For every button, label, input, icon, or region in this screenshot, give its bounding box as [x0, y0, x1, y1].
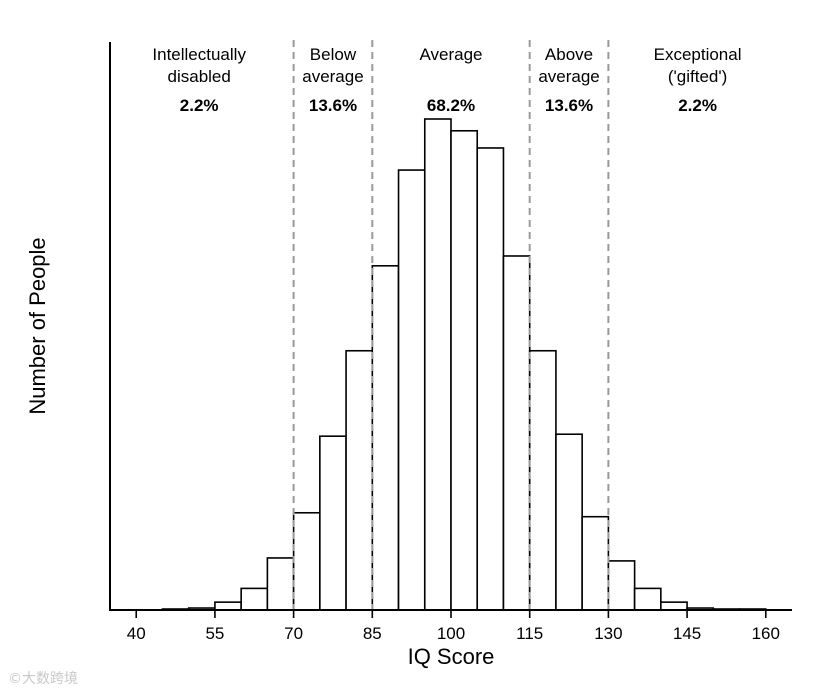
x-tick-label: 85 [363, 624, 382, 643]
category-label: average [302, 67, 363, 86]
x-tick-label: 55 [205, 624, 224, 643]
histogram-bar [240, 587, 269, 611]
category-boundary-lines [292, 40, 610, 610]
category-percent: 68.2% [427, 96, 475, 115]
x-tick-label: 100 [437, 624, 465, 643]
histogram-bar [555, 433, 583, 611]
x-axis-ticks: 40 55 70 85 100 115 130 145 160 [127, 610, 780, 643]
histogram-bar [476, 147, 505, 611]
histogram-bar [502, 255, 531, 611]
category-label: disabled [168, 67, 231, 86]
category-percent: 13.6% [545, 96, 593, 115]
x-tick-label: 130 [594, 624, 622, 643]
category-label: Below [310, 45, 357, 64]
category-percent: 2.2% [180, 96, 219, 115]
x-tick-label: 70 [284, 624, 303, 643]
x-tick-label: 40 [127, 624, 146, 643]
histogram-bar [214, 601, 242, 611]
x-axis-label: IQ Score [408, 644, 495, 669]
category-label: average [538, 67, 599, 86]
histogram-bar [319, 435, 347, 611]
histogram-bar [423, 118, 452, 611]
category-label: Average [419, 45, 482, 64]
histogram-bar [581, 515, 610, 611]
category-label: ('gifted') [668, 67, 727, 86]
histogram-bar [528, 349, 557, 611]
y-axis-label: Number of People [25, 237, 50, 414]
x-tick-label: 160 [752, 624, 780, 643]
x-tick-label: 115 [516, 624, 543, 643]
category-percent: 13.6% [309, 96, 357, 115]
category-label: Exceptional [654, 45, 742, 64]
watermark-text: ©大数跨境 [8, 671, 78, 687]
category-label: Above [545, 45, 593, 64]
histogram-bar [633, 587, 662, 611]
category-label: Intellectually [152, 45, 246, 64]
histogram-bars [161, 118, 767, 611]
x-tick-label: 145 [673, 624, 701, 643]
histogram-bar [345, 349, 374, 611]
category-percent: 2.2% [678, 96, 717, 115]
category-annotations: Intellectually disabled 2.2% Below average 13… [152, 45, 741, 115]
histogram-bar [397, 169, 426, 611]
histogram-bar [450, 129, 479, 611]
histogram-bar [660, 601, 688, 611]
histogram-bar [292, 511, 321, 611]
histogram-bar [607, 560, 636, 611]
histogram-bar [371, 265, 400, 611]
histogram-bar [266, 557, 295, 611]
